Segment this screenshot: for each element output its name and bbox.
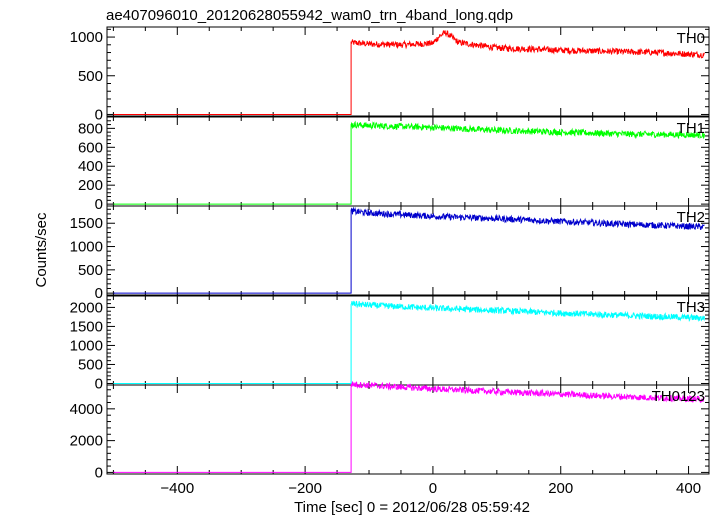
panel-label: TH0123 [652,388,705,405]
y-tick-label: 1000 [70,239,103,256]
series-line-th3 [113,300,705,384]
y-tick-label: 200 [78,177,103,194]
series-line-th0123 [113,381,705,473]
panel-frame [106,116,710,207]
y-tick-label: 2000 [70,433,103,450]
x-tick-label: 400 [676,480,701,497]
series-line-th2 [113,206,705,294]
y-tick-label: 2000 [70,299,103,316]
y-tick-label: 500 [78,356,103,373]
x-tick-label: −400 [160,480,194,497]
y-tick-label: 0 [95,285,103,302]
y-tick-label: 1500 [70,215,103,232]
y-axis-label: Counts/sec [33,212,50,288]
series-line-th1 [113,120,705,205]
y-tick-label: 800 [78,120,103,137]
panel-frame [106,26,710,117]
x-tick-label: 200 [548,480,573,497]
panel-th2: 0 500 1000 1500 TH2 [70,205,710,302]
y-tick-label: 0 [95,196,103,213]
panel-label: TH1 [677,120,705,137]
y-tick-label: 4000 [70,401,103,418]
y-tick-label: 500 [78,262,103,279]
panel-th0123: 0 2000 4000 TH0123 −400 −200 0 200 400 [70,381,710,497]
panel-th3: 0 500 1000 1500 2000 TH3 [70,295,710,392]
panel-frame [106,384,710,475]
y-tick-label: 0 [95,375,103,392]
x-tick-label: 0 [429,480,437,497]
series-line-th0 [113,30,705,115]
panels-group: 0 500 1000 TH0 0 200 400 600 800 TH1 0 500 1000 1500 T… [70,26,710,497]
panel-th1: 0 200 400 600 800 TH1 [78,116,710,213]
y-tick-label: 600 [78,139,103,156]
y-tick-label: 0 [95,464,103,481]
y-tick-label: 1500 [70,318,103,335]
x-axis-label: Time [sec] 0 = 2012/06/28 05:59:42 [294,499,530,516]
y-tick-label: 0 [95,106,103,123]
panel-frame [106,205,710,296]
chart-title: ae407096010_20120628055942_wam0_trn_4ban… [106,7,513,24]
panel-th0: 0 500 1000 TH0 [70,26,710,123]
x-tick-label: −200 [288,480,322,497]
y-tick-label: 500 [78,68,103,85]
y-tick-label: 1000 [70,29,103,46]
y-tick-label: 1000 [70,337,103,354]
y-tick-label: 400 [78,158,103,175]
panel-label: TH0 [677,30,705,47]
panel-label: TH2 [677,209,705,226]
panel-label: TH3 [677,299,705,316]
